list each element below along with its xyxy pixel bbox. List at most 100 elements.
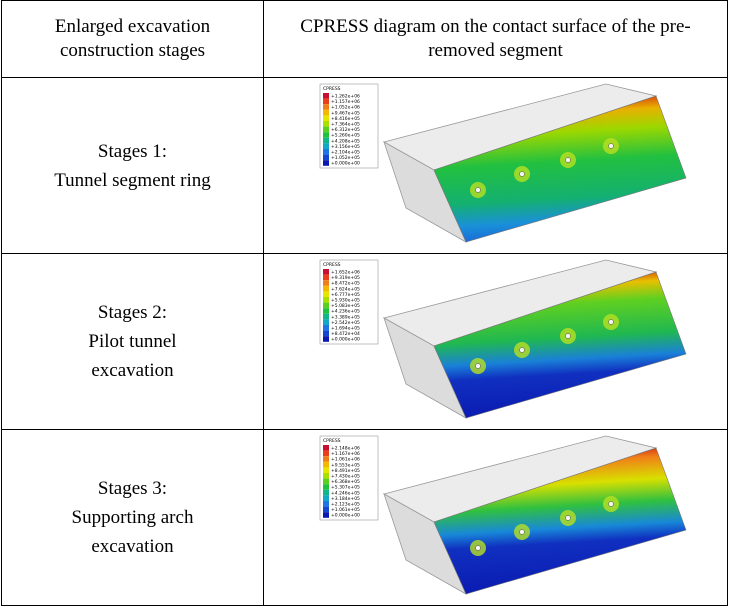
legend-swatch bbox=[323, 286, 329, 292]
header-cell: Enlarged excavation construction stages bbox=[2, 1, 264, 78]
page: Enlarged excavation construction stages … bbox=[0, 0, 729, 599]
legend-label: +5.930e+05 bbox=[331, 298, 360, 304]
legend-label: +6.312e+05 bbox=[331, 127, 360, 133]
legend-swatch bbox=[323, 325, 329, 331]
legend-label: +4.208e+05 bbox=[331, 138, 360, 144]
bolt bbox=[565, 334, 570, 339]
legend-label: +1.694e+05 bbox=[331, 326, 360, 332]
legend-swatch bbox=[323, 319, 329, 325]
legend-swatch bbox=[323, 138, 329, 144]
legend-label: +0.000e+00 bbox=[331, 161, 360, 167]
legend-swatch bbox=[323, 451, 329, 457]
image-cell: CPRESS+1.652e+06+9.319e+05+8.472e+05+7.6… bbox=[264, 254, 728, 430]
legend-swatch bbox=[323, 331, 329, 337]
legend-label: +1.052e+05 bbox=[331, 155, 360, 161]
bolt bbox=[608, 502, 613, 507]
stage-line: Stages 3: bbox=[2, 474, 263, 503]
stage-line: Stages 2: bbox=[2, 298, 263, 327]
legend-swatch bbox=[323, 121, 329, 127]
legend-swatch bbox=[323, 495, 329, 501]
legend-label: +6.368e+05 bbox=[331, 479, 360, 485]
bolt bbox=[565, 158, 570, 163]
legend-swatch bbox=[323, 484, 329, 490]
bolt bbox=[475, 546, 480, 551]
legend-swatch bbox=[323, 99, 329, 105]
legend-label: +7.430e+05 bbox=[331, 474, 360, 480]
legend-label: +7.624e+05 bbox=[331, 286, 360, 292]
legend-swatch bbox=[323, 501, 329, 507]
legend-label: +2.148e+06 bbox=[331, 446, 360, 452]
legend-swatch bbox=[323, 291, 329, 297]
legend-label: +2.542e+05 bbox=[331, 320, 360, 326]
legend-title: CPRESS bbox=[323, 86, 341, 92]
bolt bbox=[608, 144, 613, 149]
legend-swatch bbox=[323, 93, 329, 99]
legend-swatch bbox=[323, 160, 329, 166]
stage-line: excavation bbox=[2, 532, 263, 561]
legend-label: +1.052e+06 bbox=[331, 105, 360, 111]
legend-label: +6.777e+05 bbox=[331, 292, 360, 298]
legend-swatch bbox=[323, 303, 329, 309]
cpress-diagram: CPRESS+1.652e+06+9.319e+05+8.472e+05+7.6… bbox=[266, 254, 726, 422]
stage-cell: Stages 1:Tunnel segment ring bbox=[2, 78, 264, 254]
legend-swatch bbox=[323, 479, 329, 485]
legend-swatch bbox=[323, 297, 329, 303]
legend-swatch bbox=[323, 456, 329, 462]
cpress-diagram: CPRESS+1.262e+06+1.157e+06+1.052e+06+9.4… bbox=[266, 78, 726, 246]
stage-line: Stages 1: bbox=[2, 137, 263, 166]
legend-swatch bbox=[323, 507, 329, 513]
legend-label: +8.472e+04 bbox=[331, 331, 360, 337]
legend-label: +0.000e+00 bbox=[331, 513, 360, 519]
legend-label: +8.416e+05 bbox=[331, 116, 360, 122]
legend-label: +3.389e+05 bbox=[331, 314, 360, 320]
legend-swatch bbox=[323, 104, 329, 110]
legend-label: +1.167e+06 bbox=[331, 451, 360, 457]
stage-line: Tunnel segment ring bbox=[2, 166, 263, 195]
legend-title: CPRESS bbox=[323, 262, 341, 268]
bolt bbox=[475, 364, 480, 369]
legend-swatch bbox=[323, 110, 329, 116]
legend-label: +8.491e+05 bbox=[331, 468, 360, 474]
legend-label: +9.319e+05 bbox=[331, 275, 360, 281]
legend-swatch bbox=[323, 155, 329, 161]
stage-line: Pilot tunnel bbox=[2, 327, 263, 356]
legend-label: +3.184e+05 bbox=[331, 496, 360, 502]
bolt bbox=[519, 530, 524, 535]
image-cell: CPRESS+1.262e+06+1.157e+06+1.052e+06+9.4… bbox=[264, 78, 728, 254]
legend-swatch bbox=[323, 149, 329, 155]
legend-label: +1.157e+06 bbox=[331, 99, 360, 105]
legend-swatch bbox=[323, 143, 329, 149]
bolt bbox=[565, 516, 570, 521]
header-cell: CPRESS diagram on the contact surface of… bbox=[264, 1, 728, 78]
legend-swatch bbox=[323, 308, 329, 314]
stages-table: Enlarged excavation construction stages … bbox=[1, 0, 728, 606]
legend-label: +1.652e+06 bbox=[331, 270, 360, 276]
bolt bbox=[475, 188, 480, 193]
cpress-diagram: CPRESS+2.148e+06+1.167e+06+1.061e+06+9.5… bbox=[266, 430, 726, 598]
legend-label: +4.236e+05 bbox=[331, 309, 360, 315]
legend-swatch bbox=[323, 462, 329, 468]
legend-swatch bbox=[323, 473, 329, 479]
legend-swatch bbox=[323, 280, 329, 286]
legend-swatch bbox=[323, 490, 329, 496]
legend-swatch bbox=[323, 445, 329, 451]
bolt bbox=[608, 320, 613, 325]
legend-label: +5.307e+05 bbox=[331, 485, 360, 491]
legend-label: +2.104e+05 bbox=[331, 150, 360, 156]
legend-label: +0.000e+00 bbox=[331, 337, 360, 343]
legend-swatch bbox=[323, 269, 329, 275]
stage-line: Supporting arch bbox=[2, 503, 263, 532]
legend-label: +9.467e+05 bbox=[331, 110, 360, 116]
legend-label: +7.364e+05 bbox=[331, 122, 360, 128]
legend-label: +1.061e+05 bbox=[331, 507, 360, 513]
image-cell: CPRESS+2.148e+06+1.167e+06+1.061e+06+9.5… bbox=[264, 430, 728, 606]
stage-line: excavation bbox=[2, 356, 263, 385]
legend-label: +5.260e+05 bbox=[331, 133, 360, 139]
legend-label: +2.123e+05 bbox=[331, 502, 360, 508]
legend-label: +5.083e+05 bbox=[331, 303, 360, 309]
legend-title: CPRESS bbox=[323, 438, 341, 444]
